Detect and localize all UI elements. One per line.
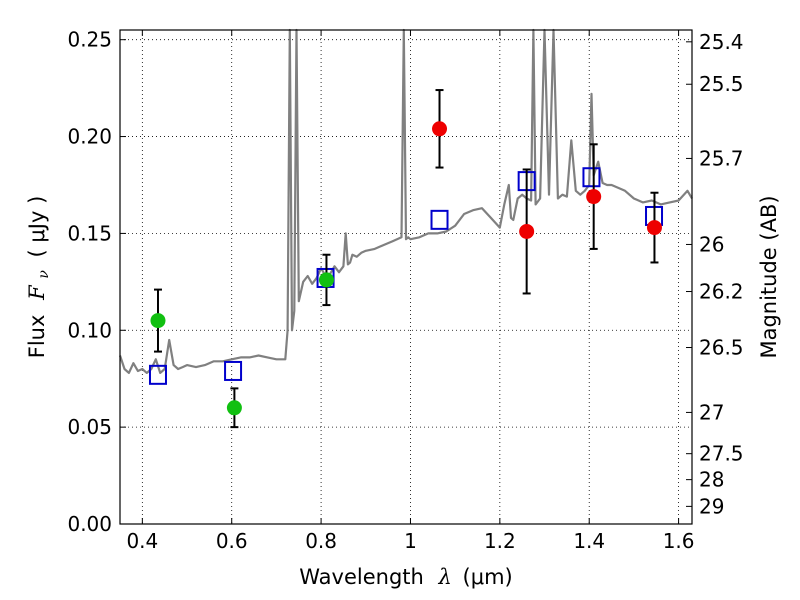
detection-point bbox=[150, 313, 166, 329]
mag-tick-label: 27.5 bbox=[699, 442, 744, 466]
y-tick-label: 0.00 bbox=[67, 512, 112, 536]
detection-point bbox=[586, 189, 602, 205]
model-photometry-square bbox=[430, 209, 449, 230]
x-tick-label: 1.4 bbox=[573, 529, 605, 553]
detection-point bbox=[226, 400, 242, 416]
y-tick-label: 0.10 bbox=[67, 318, 112, 342]
y-tick-label: 0.20 bbox=[67, 125, 112, 149]
model-photometry-square bbox=[224, 360, 243, 381]
model-photometry-square bbox=[148, 364, 167, 385]
mag-tick-label: 25.7 bbox=[699, 146, 744, 170]
detection-point bbox=[519, 223, 535, 239]
detection-point bbox=[318, 272, 334, 288]
mag-tick-label: 27 bbox=[699, 400, 724, 424]
axis-ticks: 0.4 0.6 0.8 1 1.2 1.4 1.6 0.00 0.05 0.10 0.15 0.20 0… bbox=[67, 28, 743, 553]
mag-tick-label: 26.5 bbox=[699, 336, 744, 360]
detection-point bbox=[432, 121, 448, 137]
x-axis-label: Wavelength λ (μm) bbox=[299, 565, 512, 589]
mag-tick-label: 25.5 bbox=[699, 72, 744, 96]
detection-point bbox=[646, 220, 662, 236]
mag-tick-label: 28 bbox=[699, 468, 724, 492]
x-tick-label: 0.8 bbox=[305, 529, 337, 553]
x-tick-label: 1 bbox=[404, 529, 417, 553]
plot-frame bbox=[119, 29, 693, 525]
mag-tick-label: 26 bbox=[699, 232, 724, 256]
spectrum-line bbox=[118, 28, 693, 374]
x-tick-label: 0.4 bbox=[126, 529, 158, 553]
y-tick-label: 0.25 bbox=[67, 28, 112, 52]
y-tick-label: 0.15 bbox=[67, 221, 112, 245]
y2-axis-label: Magnitude (AB) bbox=[757, 195, 781, 358]
mag-tick-label: 29 bbox=[699, 494, 724, 518]
model-photometry-square bbox=[582, 167, 601, 188]
x-tick-label: 1.2 bbox=[484, 529, 516, 553]
x-tick-label: 0.6 bbox=[216, 529, 248, 553]
mag-tick-label: 25.4 bbox=[699, 30, 744, 54]
y-tick-label: 0.05 bbox=[67, 415, 112, 439]
x-tick-label: 1.6 bbox=[663, 529, 695, 553]
series-layer bbox=[118, 28, 693, 429]
y-axis-label: Flux F ν ( μJy ) bbox=[25, 196, 53, 359]
mag-tick-label: 26.2 bbox=[699, 280, 744, 304]
